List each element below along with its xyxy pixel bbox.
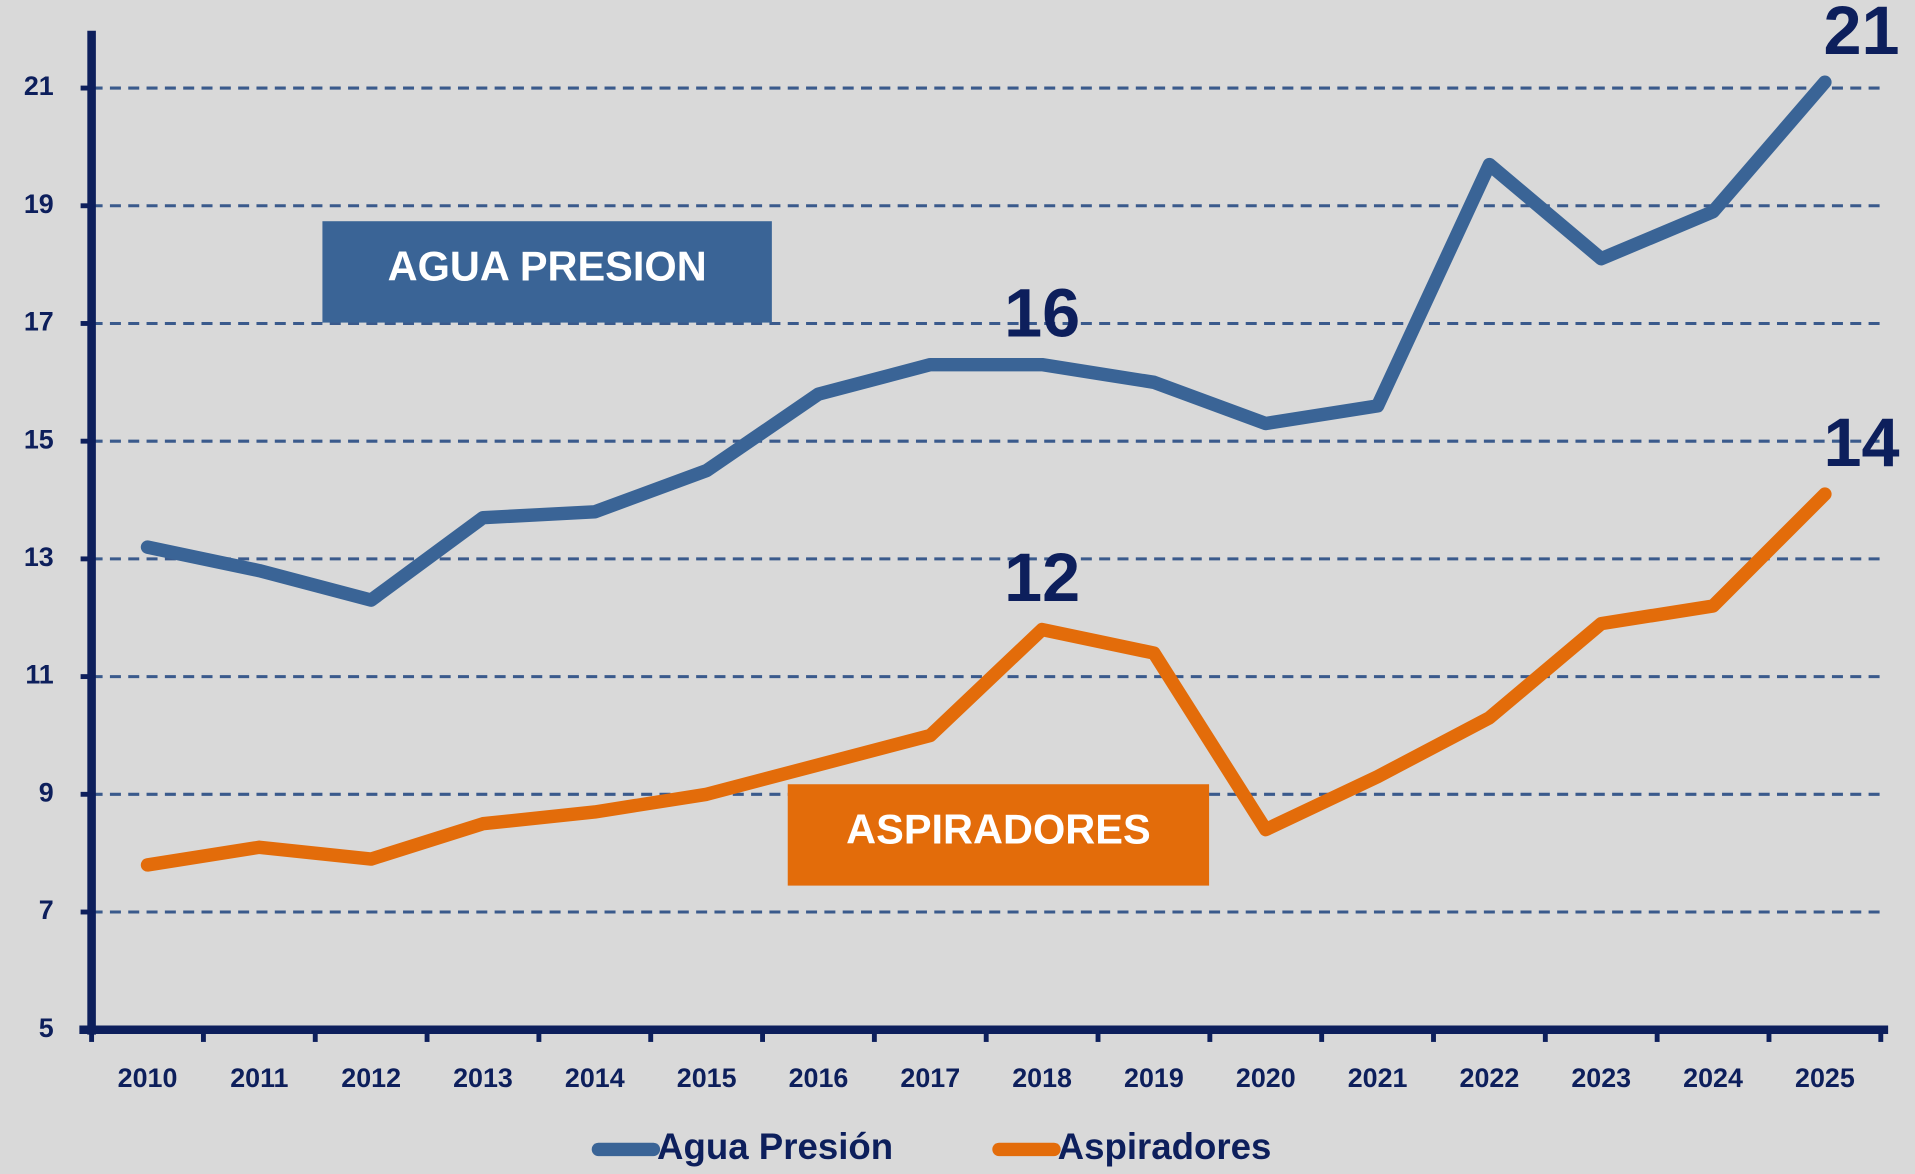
x-tick-label: 2021 — [1348, 1063, 1408, 1093]
annotation-box — [787, 784, 1210, 886]
data-label: 12 — [1004, 540, 1080, 616]
series-line — [140, 75, 1832, 607]
y-tick-label: 17 — [24, 307, 54, 337]
y-tick-label: 15 — [24, 424, 54, 454]
x-tick-label: 2010 — [118, 1063, 178, 1093]
x-tick-label: 2023 — [1571, 1063, 1631, 1093]
x-tick-label: 2011 — [230, 1063, 288, 1093]
series-line — [140, 487, 1832, 872]
x-tick-label: 2019 — [1124, 1063, 1184, 1093]
x-tick-label: 2017 — [900, 1063, 960, 1093]
y-tick-label: 19 — [24, 189, 54, 219]
annotation-box — [322, 221, 772, 323]
y-tick-label: 9 — [39, 777, 54, 807]
annotation: AGUA PRESION — [388, 242, 707, 289]
x-tick-label: 2016 — [789, 1063, 849, 1093]
y-tick-label: 13 — [24, 542, 54, 572]
y-tick-label: 11 — [25, 660, 53, 690]
y-tick-label: 21 — [24, 71, 54, 101]
x-tick-label: 2014 — [565, 1063, 625, 1093]
legend-label: Aspiradores — [1058, 1126, 1272, 1167]
y-tick-label: 7 — [39, 895, 54, 925]
y-tick-label: 5 — [39, 1013, 54, 1043]
x-tick-label: 2024 — [1683, 1063, 1743, 1093]
x-tick-label: 2022 — [1460, 1063, 1520, 1093]
data-label: 14 — [1823, 405, 1899, 481]
x-tick-label: 2015 — [677, 1063, 737, 1093]
x-tick-label: 2018 — [1012, 1063, 1072, 1093]
x-tick-label: 2013 — [453, 1063, 513, 1093]
data-label: 21 — [1823, 0, 1899, 69]
x-tick-label: 2012 — [341, 1063, 401, 1093]
legend-label: Agua Presión — [657, 1126, 893, 1167]
annotation: ASPIRADORES — [846, 805, 1150, 852]
x-tick-label: 2020 — [1236, 1063, 1296, 1093]
x-tick-label: 2025 — [1795, 1063, 1855, 1093]
data-label: 16 — [1004, 275, 1080, 351]
